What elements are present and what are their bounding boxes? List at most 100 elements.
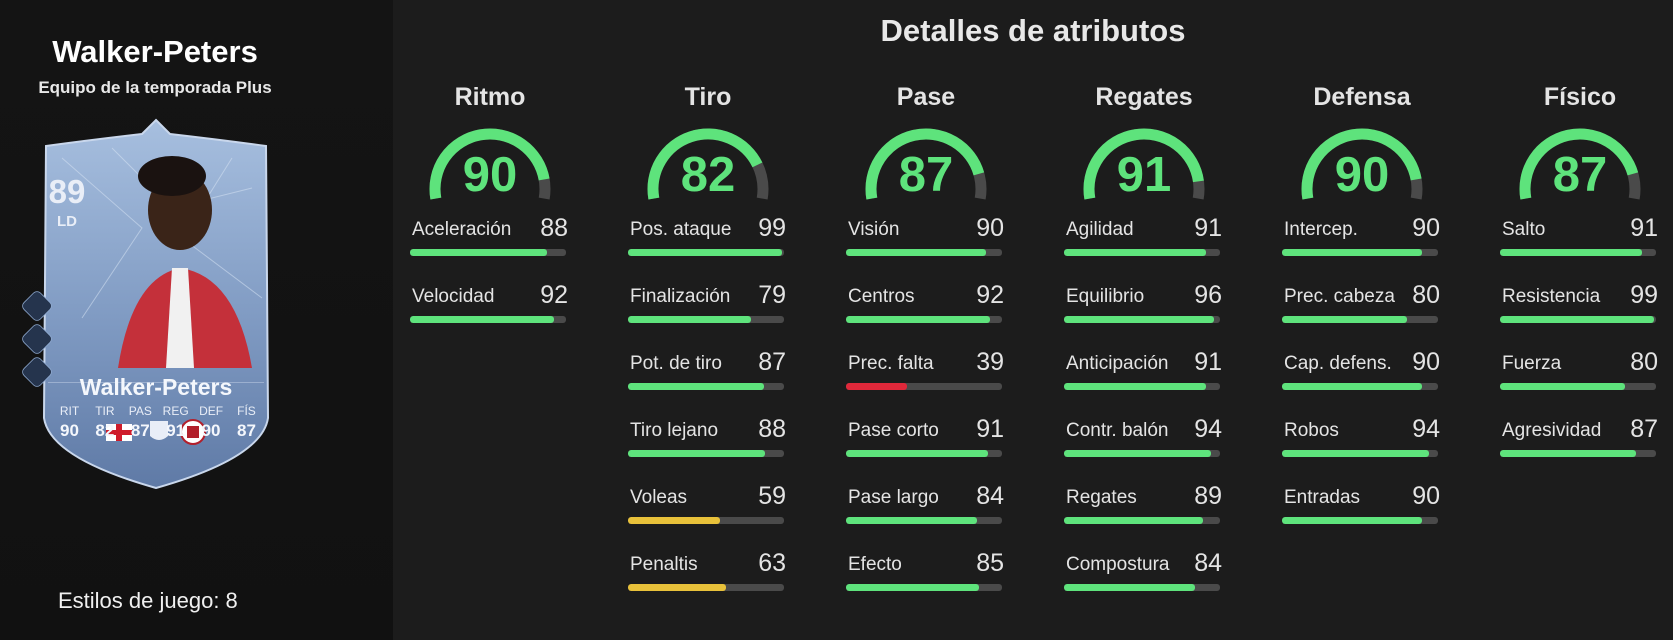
attribute-row: Centros 92 [846, 278, 1006, 345]
attribute-row: Prec. falta 39 [846, 345, 1006, 412]
category-title: Regates [1095, 83, 1193, 111]
attribute-row: Prec. cabeza 80 [1282, 278, 1442, 345]
attribute-row: Pos. ataque 99 [628, 211, 788, 278]
attribute-name: Tiro lejano [630, 420, 719, 441]
attribute-value: 80 [1412, 281, 1440, 309]
card-stat-physical: FÍS 87 [236, 404, 256, 440]
attribute-bar-fill [628, 584, 727, 591]
attribute-value: 89 [1194, 482, 1222, 510]
attribute-value: 91 [1194, 348, 1222, 376]
category-title: Tiro [684, 83, 732, 111]
attribute-name: Contr. balón [1066, 420, 1169, 441]
attribute-name: Agilidad [1066, 219, 1134, 240]
category-title: Físico [1543, 83, 1617, 111]
playstyles-count: Estilos de juego: 8 [58, 588, 238, 613]
attribute-value: 88 [540, 214, 568, 242]
attribute-row: Fuerza 80 [1500, 345, 1660, 412]
attribute-value: 87 [1630, 415, 1658, 443]
attribute-name: Robos [1284, 420, 1339, 441]
attribute-row: Tiro lejano 88 [628, 412, 788, 479]
attribute-bar [1500, 249, 1656, 256]
attribute-value: 94 [1194, 415, 1222, 443]
card-stats: RIT 90 TIR 82 PAS 87 REG 91 DEF 90 FÍS 87 [53, 404, 263, 441]
attribute-value: 91 [1630, 214, 1658, 242]
attribute-name: Regates [1066, 487, 1137, 508]
attribute-row: Entradas 90 [1282, 479, 1442, 546]
attribute-value: 85 [976, 549, 1004, 577]
attribute-bar-fill [1064, 316, 1214, 323]
attribute-bar [1282, 450, 1438, 457]
attribute-bar [628, 249, 784, 256]
attribute-bar-fill [1282, 316, 1407, 323]
category-title: Ritmo [454, 83, 526, 111]
attribute-value: 99 [758, 214, 786, 242]
category-3: Regates 91 Agilidad 91 Equilibrio 96 Anticipac… [1064, 80, 1224, 613]
gauge-fill [1519, 128, 1639, 200]
card-stat-shooting: TIR 82 [95, 404, 115, 440]
attribute-row: Voleas 59 [628, 479, 788, 546]
gauge-fill [647, 128, 763, 200]
category-5: Físico 87 Salto 91 Resistencia 99 Fuerza 80 Agre… [1500, 80, 1660, 479]
attribute-bar [628, 316, 784, 323]
attribute-name: Pot. de tiro [630, 353, 722, 374]
attribute-value: 90 [1412, 348, 1440, 376]
category-gauge: 91 [1064, 115, 1224, 211]
attribute-bar-fill [410, 316, 554, 323]
attribute-bar-fill [1282, 249, 1423, 256]
attribute-name: Centros [848, 286, 915, 307]
attribute-name: Finalización [630, 286, 731, 307]
attribute-bar [1064, 584, 1220, 591]
attribute-value: 91 [976, 415, 1004, 443]
attribute-bar-fill [846, 584, 979, 591]
category-gauge: 87 [1500, 115, 1660, 211]
attribute-row: Intercep. 90 [1282, 211, 1442, 278]
attribute-value: 39 [976, 348, 1004, 376]
gauge-arc [1301, 128, 1423, 200]
attribute-row: Pase largo 84 [846, 479, 1006, 546]
attribute-name: Efecto [848, 554, 902, 575]
category-gauge: 87 [846, 115, 1006, 211]
player-card[interactable]: 89 LD Walker-Peters RIT 90 TIR 82 PAS 87 RE… [22, 118, 290, 490]
category-gauge: 90 [1282, 115, 1442, 211]
attribute-row: Aceleración 88 [410, 211, 570, 278]
attribute-bar [1500, 450, 1656, 457]
attribute-bar-fill [846, 517, 978, 524]
category-value: 87 [1552, 148, 1608, 202]
card-type: Equipo de la temporada Plus [38, 78, 272, 97]
attribute-bar [1500, 316, 1656, 323]
attribute-name: Aceleración [412, 219, 512, 240]
gauge-arc [1083, 128, 1205, 200]
gauge-arc [647, 128, 769, 200]
attribute-name: Intercep. [1284, 219, 1358, 240]
category-4: Defensa 90 Intercep. 90 Prec. cabeza 80 Cap. d… [1282, 80, 1442, 546]
attribute-value: 90 [1412, 214, 1440, 242]
card-stat-defending: DEF 90 [199, 404, 224, 440]
gauge-fill [1083, 128, 1204, 200]
category-value: 87 [898, 148, 954, 202]
attribute-bar [1064, 316, 1220, 323]
attribute-value: 84 [976, 482, 1004, 510]
attribute-bar-fill [1282, 517, 1423, 524]
attribute-row: Finalización 79 [628, 278, 788, 345]
attribute-bar-fill [1500, 383, 1625, 390]
attribute-row: Agresividad 87 [1500, 412, 1660, 479]
attribute-bar-fill [1500, 316, 1655, 323]
attribute-bar-fill [1064, 249, 1206, 256]
category-value: 90 [462, 148, 518, 202]
attribute-bar-fill [1500, 450, 1636, 457]
category-title: Defensa [1313, 83, 1411, 111]
attribute-name: Pase corto [848, 420, 939, 441]
attribute-row: Velocidad 92 [410, 278, 570, 345]
attribute-row: Compostura 84 [1064, 546, 1224, 613]
attribute-bar-fill [846, 249, 987, 256]
attribute-bar-fill [846, 316, 990, 323]
card-position: LD [57, 213, 77, 230]
card-stat-pace: RIT 90 [59, 404, 80, 440]
attribute-value: 90 [976, 214, 1004, 242]
attribute-bar [628, 584, 784, 591]
card-background [42, 118, 270, 490]
attribute-row: Contr. balón 94 [1064, 412, 1224, 479]
category-value: 82 [680, 148, 736, 202]
attribute-bar-fill [1064, 584, 1196, 591]
attribute-name: Prec. cabeza [1284, 286, 1395, 307]
